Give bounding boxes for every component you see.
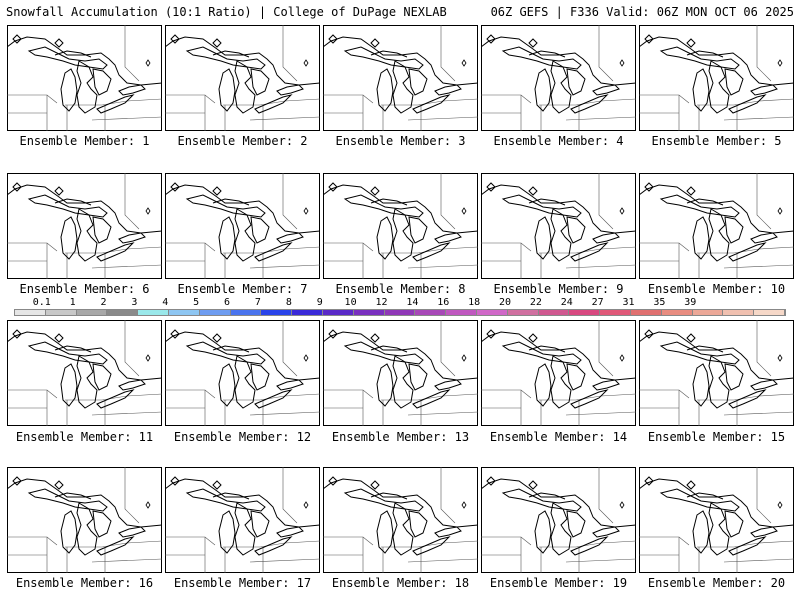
ensemble-member-label: Ensemble Member: 18 [331,576,470,590]
map-title: Snowfall Accumulation (10:1 Ratio) | Col… [6,5,447,19]
colorbar-swatch [630,310,662,315]
ensemble-member-label: Ensemble Member: 13 [331,430,470,444]
colorbar-swatch [692,310,724,315]
ensemble-member-label: Ensemble Member: 19 [489,576,628,590]
ensemble-member-18-map [323,467,478,573]
colorbar-swatch [384,310,416,315]
ensemble-member-label: Ensemble Member: 1 [19,134,150,148]
ensemble-member-3-map [323,25,478,131]
colorbar-label: 9 [316,297,323,308]
ensemble-member-label: Ensemble Member: 14 [489,430,628,444]
colorbar-swatch [476,310,508,315]
ensemble-member-19-map [481,467,636,573]
ensemble-member-10-map [639,173,794,279]
colorbar-legend: 0.1 1 2 3 4 5 6 7 8 9 10 12 14 16 18 20 22 24 27 31 35 39 [14,297,786,317]
ensemble-member-label: Ensemble Member: 20 [647,576,786,590]
colorbar-label: 8 [285,297,292,308]
colorbar-label: 16 [437,297,450,308]
colorbar-label: 2 [100,297,107,308]
ensemble-member-label: Ensemble Member: 5 [651,134,782,148]
colorbar-label: 4 [162,297,169,308]
ensemble-member-label: Ensemble Member: 17 [173,576,312,590]
colorbar-label: 24 [560,297,573,308]
ensemble-member-15-map [639,320,794,426]
ensemble-member-label: Ensemble Member: 15 [647,430,786,444]
colorbar-label: 14 [406,297,419,308]
colorbar-swatch [600,310,631,315]
ensemble-member-label: Ensemble Member: 16 [15,576,154,590]
ensemble-member-7-map [165,173,320,279]
colorbar-swatch [415,310,447,315]
colorbar-swatch [168,310,200,315]
valid-time: 06Z GEFS | F336 Valid: 06Z MON OCT 06 20… [490,5,794,19]
colorbar-swatch [230,310,262,315]
ensemble-member-label: Ensemble Member: 7 [177,282,308,296]
colorbar-swatch [322,310,354,315]
colorbar-swatch [138,310,169,315]
ensemble-member-16-map [7,467,162,573]
colorbar-swatch [261,310,293,315]
ensemble-member-label: Ensemble Member: 6 [19,282,150,296]
colorbar-swatch [723,310,755,315]
colorbar-label: 31 [622,297,635,308]
ensemble-member-14-map [481,320,636,426]
colorbar-swatch [507,310,539,315]
colorbar-swatch [292,310,323,315]
colorbar-swatch [199,310,231,315]
colorbar-label: 35 [653,297,666,308]
colorbar-swatch [76,310,108,315]
colorbar-label: 27 [591,297,604,308]
ensemble-member-6-map [7,173,162,279]
colorbar-label: 7 [254,297,261,308]
colorbar-swatch [446,310,477,315]
colorbar-label: 10 [344,297,357,308]
ensemble-member-13-map [323,320,478,426]
colorbar-swatches [14,309,786,316]
ensemble-member-label: Ensemble Member: 2 [177,134,308,148]
colorbar-label: 0.1 [32,297,51,308]
colorbar-swatch [353,310,385,315]
ensemble-member-11-map [7,320,162,426]
colorbar-swatch [754,310,785,315]
colorbar-swatch [107,310,139,315]
colorbar-label: 1 [69,297,76,308]
ensemble-member-label: Ensemble Member: 4 [493,134,624,148]
ensemble-member-label: Ensemble Member: 8 [335,282,466,296]
colorbar-label: 3 [131,297,138,308]
ensemble-member-9-map [481,173,636,279]
ensemble-member-label: Ensemble Member: 12 [173,430,312,444]
ensemble-member-label: Ensemble Member: 9 [493,282,624,296]
colorbar-label: 39 [684,297,697,308]
colorbar-swatch [538,310,570,315]
ensemble-member-12-map [165,320,320,426]
colorbar-label: 20 [498,297,512,308]
ensemble-member-5-map [639,25,794,131]
ensemble-member-label: Ensemble Member: 11 [15,430,154,444]
colorbar-label: 18 [468,297,481,308]
colorbar-swatch [661,310,693,315]
colorbar-swatch [45,310,77,315]
ensemble-member-label: Ensemble Member: 10 [647,282,786,296]
ensemble-member-20-map [639,467,794,573]
ensemble-member-label: Ensemble Member: 3 [335,134,466,148]
colorbar-swatch [15,310,46,315]
ensemble-member-2-map [165,25,320,131]
colorbar-label: 12 [375,297,388,308]
colorbar-label: 22 [529,297,542,308]
ensemble-member-17-map [165,467,320,573]
ensemble-member-4-map [481,25,636,131]
colorbar-swatch [569,310,601,315]
ensemble-member-8-map [323,173,478,279]
colorbar-label: 6 [224,297,231,308]
colorbar-label: 5 [193,297,200,308]
ensemble-member-1-map [7,25,162,131]
